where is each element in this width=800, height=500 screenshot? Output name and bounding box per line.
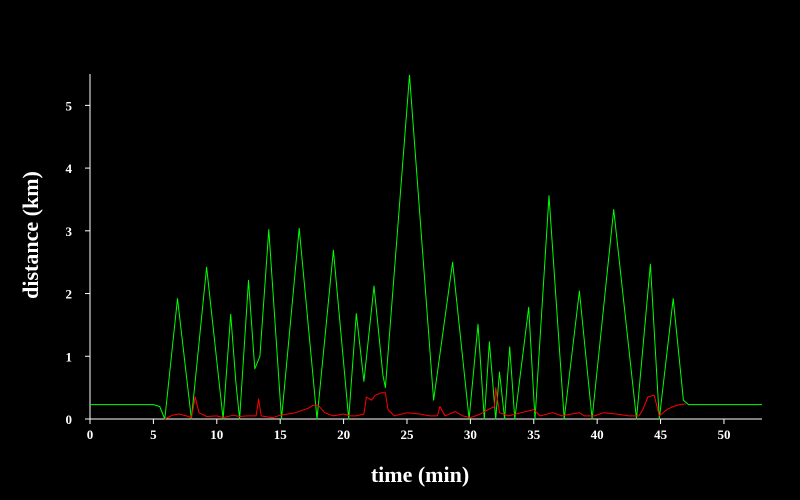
y-tick-label: 3: [66, 224, 73, 239]
y-tick-label: 1: [66, 349, 73, 364]
series-line-1: [90, 74, 762, 420]
y-tick-label: 5: [66, 98, 73, 113]
x-tick-label: 0: [87, 427, 94, 442]
x-tick-label: 20: [337, 427, 350, 442]
x-tick-label: 45: [654, 427, 668, 442]
x-tick-label: 5: [150, 427, 157, 442]
y-tick-label: 0: [66, 412, 73, 427]
x-tick-label: 15: [274, 427, 288, 442]
series-group: [90, 74, 762, 420]
y-tick-label: 4: [66, 161, 73, 176]
x-tick-label: 30: [464, 427, 477, 442]
y-axis-label: distance (km): [18, 171, 43, 299]
x-axis-label: time (min): [371, 462, 469, 487]
x-tick-label: 40: [591, 427, 604, 442]
x-tick-label: 10: [210, 427, 223, 442]
series-line-2: [164, 387, 686, 420]
x-tick-label: 35: [527, 427, 541, 442]
x-tick-label: 25: [400, 427, 414, 442]
x-tick-label: 50: [717, 427, 730, 442]
y-tick-label: 2: [66, 287, 73, 302]
